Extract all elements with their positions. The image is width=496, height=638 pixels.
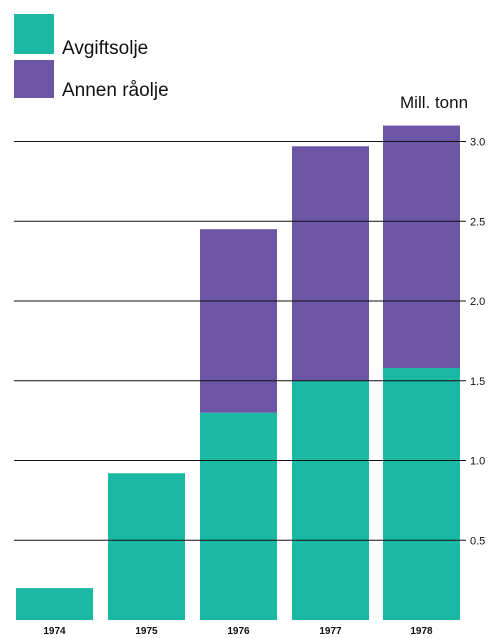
- bars-layer: [16, 125, 460, 620]
- bar-1974-series-0: [16, 588, 93, 620]
- y-tick-labels: 0.5 1.0 1.5 2.0 2.5 3.0: [470, 137, 485, 548]
- gridlines-layer: [14, 141, 466, 541]
- legend-swatch-annen-raolje: [14, 60, 54, 98]
- y-axis-unit-label: Mill. tonn: [400, 93, 468, 112]
- bar-1976-series-0: [200, 412, 277, 620]
- legend-swatch-avgiftsolje: [14, 14, 54, 54]
- legend-label-avgiftsolje: Avgiftsolje: [62, 38, 148, 59]
- x-tick-label-1976: 1976: [227, 626, 250, 637]
- bar-1978-series-1: [383, 125, 460, 368]
- x-tick-label-1977: 1977: [319, 626, 342, 637]
- bar-1978-series-0: [383, 367, 460, 620]
- legend: Avgiftsolje Annen råolje: [14, 14, 169, 101]
- bar-1975-series-0: [108, 473, 185, 620]
- x-tick-label-1978: 1978: [410, 626, 433, 637]
- y-tick-label: 1.0: [470, 456, 485, 468]
- x-category-labels: 1974 1975 1976 1977 1978: [43, 626, 433, 637]
- y-tick-label: 2.0: [470, 296, 485, 308]
- x-tick-label-1974: 1974: [43, 626, 66, 637]
- bar-1977-series-1: [292, 146, 369, 381]
- y-tick-label: 2.5: [470, 216, 485, 228]
- legend-label-annen-raolje: Annen råolje: [62, 80, 169, 101]
- bar-1977-series-0: [292, 380, 369, 620]
- y-tick-label: 0.5: [470, 535, 485, 547]
- bar-1976-series-1: [200, 229, 277, 413]
- y-tick-label: 3.0: [470, 137, 485, 149]
- y-tick-label: 1.5: [470, 376, 485, 388]
- x-tick-label-1975: 1975: [135, 626, 158, 637]
